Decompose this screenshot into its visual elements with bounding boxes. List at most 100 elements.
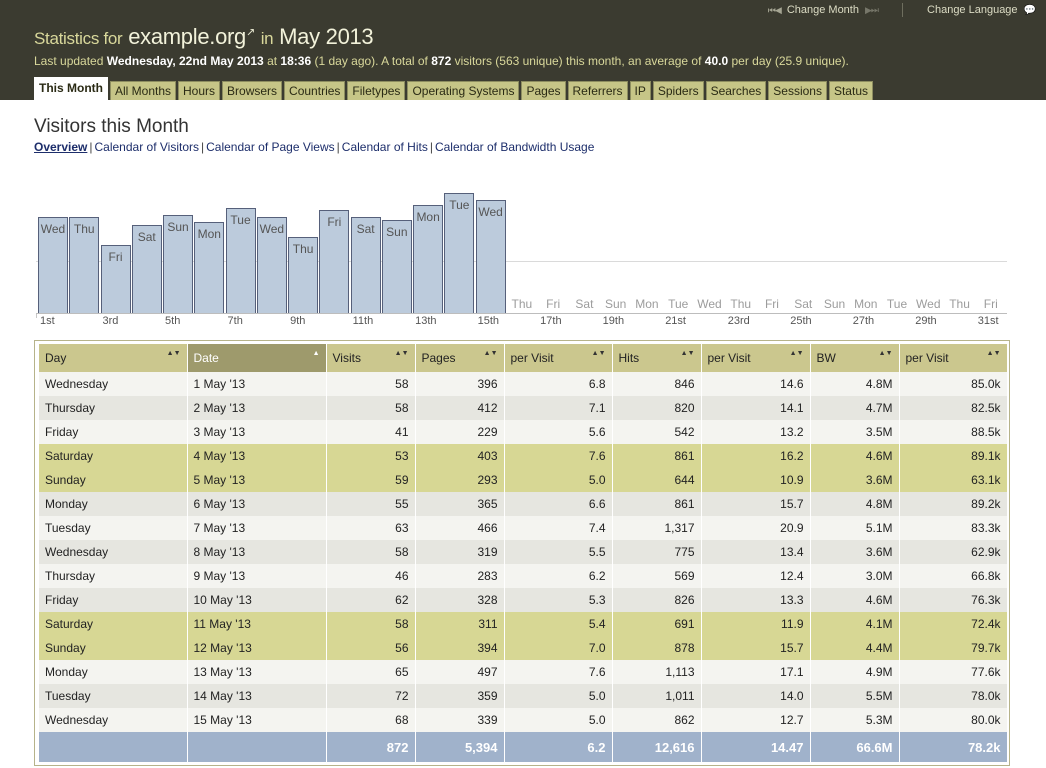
link-calendar-visitors[interactable]: Calendar of Visitors <box>94 140 200 154</box>
cell-day: Wednesday <box>39 372 188 396</box>
chart-bar <box>194 222 225 313</box>
tab-this-month[interactable]: This Month <box>34 77 108 100</box>
column-header-date[interactable]: Date ▲ <box>187 344 327 372</box>
cell-date: 9 May '13 <box>187 564 327 588</box>
tab-spiders[interactable]: Spiders <box>652 81 704 100</box>
chart-day-label: Fri <box>546 297 561 311</box>
external-link-icon[interactable]: ↗ <box>245 26 255 39</box>
cell-hits: 1,113 <box>612 660 702 684</box>
total-bw-per-visit: 78.2k <box>899 732 1008 762</box>
chart-bar <box>100 245 131 313</box>
link-calendar-hits[interactable]: Calendar of Hits <box>341 140 428 154</box>
tab-pages[interactable]: Pages <box>521 81 566 100</box>
cell-bw: 4.6M <box>810 588 900 612</box>
cell-visits: 58 <box>326 612 416 636</box>
divider: | <box>336 140 340 154</box>
column-header-pages[interactable]: Pages ▲▼ <box>415 344 505 372</box>
section-title: Visitors this Month <box>34 116 189 137</box>
cell-pages-per-visit: 7.0 <box>504 636 613 660</box>
link-calendar-page-views[interactable]: Calendar of Page Views <box>206 140 335 154</box>
sort-icon: ▲▼ <box>166 350 181 357</box>
tab-filetypes[interactable]: Filetypes <box>347 81 406 100</box>
cell-bw: 4.7M <box>810 396 900 420</box>
column-header-bw-per-visit[interactable]: per Visit ▲▼ <box>899 344 1008 372</box>
tab-all-months[interactable]: All Months <box>109 81 177 100</box>
tab-countries[interactable]: Countries <box>284 81 346 100</box>
cell-day: Monday <box>39 492 188 516</box>
cell-bw-per-visit: 72.4k <box>899 612 1008 636</box>
chart-bar <box>288 237 319 313</box>
cell-hits-per-visit: 12.4 <box>701 564 811 588</box>
cell-hits: 861 <box>612 492 702 516</box>
cell-pages-per-visit: 6.6 <box>504 492 613 516</box>
cell-pages: 229 <box>415 420 505 444</box>
tab-hours[interactable]: Hours <box>178 81 221 100</box>
column-header-hits-per-visit[interactable]: per Visit ▲▼ <box>701 344 811 372</box>
cell-visits: 58 <box>326 372 416 396</box>
change-language-link[interactable]: Change Language <box>927 4 1018 16</box>
cell-date: 15 May '13 <box>187 708 327 732</box>
column-header-visits[interactable]: Visits ▲▼ <box>326 344 416 372</box>
chart-day-label: Sun <box>604 297 627 311</box>
tab-referrers[interactable]: Referrers <box>567 81 628 100</box>
chart-date-label: 5th <box>165 315 181 327</box>
divider: | <box>201 140 205 154</box>
tab-operating-systems[interactable]: Operating Systems <box>407 81 520 100</box>
next-last-month-icon[interactable]: ▶⏭ <box>864 4 879 15</box>
column-header-bw[interactable]: BW ▲▼ <box>810 344 900 372</box>
sort-ascending-icon: ▲ <box>312 350 320 357</box>
cell-pages-per-visit: 5.5 <box>504 540 613 564</box>
cell-date: 5 May '13 <box>187 468 327 492</box>
speech-bubble-icon[interactable]: 💬 <box>1023 4 1036 16</box>
chart-day-label: Fri <box>764 297 779 311</box>
cell-date: 1 May '13 <box>187 372 327 396</box>
cell-bw: 5.3M <box>810 708 900 732</box>
first-prev-month-icon[interactable]: ⏮◀ <box>767 4 782 15</box>
link-calendar-bandwidth[interactable]: Calendar of Bandwidth Usage <box>434 140 595 154</box>
cell-pages-per-visit: 6.2 <box>504 564 613 588</box>
sort-icon: ▲▼ <box>878 350 893 357</box>
tab-browsers[interactable]: Browsers <box>222 81 283 100</box>
chart-bar-day-label: Fri <box>327 215 342 229</box>
chart-bar <box>381 220 412 313</box>
cell-hits-per-visit: 14.0 <box>701 684 811 708</box>
total-pages-per-visit: 6.2 <box>504 732 613 762</box>
link-overview[interactable]: Overview <box>34 140 88 154</box>
cell-bw: 4.8M <box>810 492 900 516</box>
chart-bar <box>413 205 444 313</box>
cell-bw-per-visit: 79.7k <box>899 636 1008 660</box>
tab-ip[interactable]: IP <box>629 81 651 100</box>
chart-bar-day-label: Wed <box>259 222 285 236</box>
cell-pages: 396 <box>415 372 505 396</box>
chart-bar <box>38 217 68 313</box>
cell-visits: 55 <box>326 492 416 516</box>
column-header-day[interactable]: Day ▲▼ <box>39 344 188 372</box>
updated-time: 18:36 <box>280 54 312 68</box>
chart-date-label: 17th <box>540 315 562 327</box>
cell-hits-per-visit: 13.4 <box>701 540 811 564</box>
column-header-pages-per-visit[interactable]: per Visit ▲▼ <box>504 344 613 372</box>
cell-pages: 365 <box>415 492 505 516</box>
tab-status[interactable]: Status <box>828 81 873 100</box>
change-month-link[interactable]: Change Month <box>786 4 859 16</box>
cell-hits-per-visit: 11.9 <box>701 612 811 636</box>
chart-date-label: 27th <box>852 315 875 327</box>
visitors-chart: Wed Thu Fri Sat Sun Mon Tue Wed Thu Fri Sat Sun Mon T… <box>36 168 1011 333</box>
site-link[interactable]: example.org <box>128 24 246 49</box>
cell-hits-per-visit: 17.1 <box>701 660 811 684</box>
title-prefix: Statistics for <box>34 29 123 48</box>
cell-day: Friday <box>39 420 188 444</box>
cell-hits: 644 <box>612 468 702 492</box>
table-row: Friday 10 May '13 62 328 5.3 826 13.3 4.6M 76.3k <box>39 588 1008 612</box>
cell-pages: 328 <box>415 588 505 612</box>
tab-searches[interactable]: Searches <box>705 81 767 100</box>
chart-date-label: 3rd <box>102 315 119 327</box>
column-header-hits[interactable]: Hits ▲▼ <box>612 344 702 372</box>
table-row: Wednesday 1 May '13 58 396 6.8 846 14.6 4.8M 85.… <box>39 372 1008 396</box>
tab-sessions[interactable]: Sessions <box>768 81 827 100</box>
chart-bar-day-label: Tue <box>449 198 470 212</box>
chart-gridline <box>36 261 1007 262</box>
cell-hits: 846 <box>612 372 702 396</box>
cell-bw-per-visit: 89.2k <box>899 492 1008 516</box>
cell-visits: 68 <box>326 708 416 732</box>
